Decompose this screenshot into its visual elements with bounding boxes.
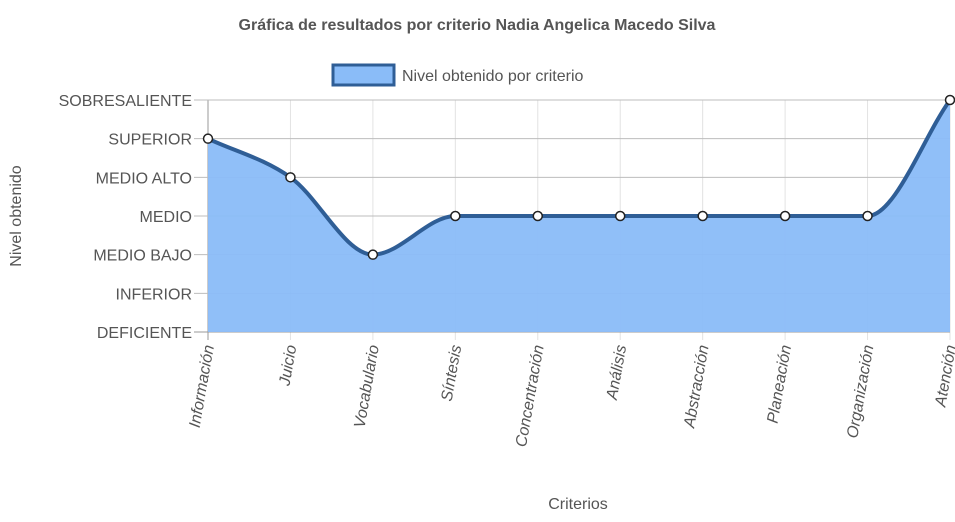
- x-tick-label: Abstracción: [681, 344, 712, 430]
- x-tick-label: Organización: [844, 344, 877, 440]
- y-axis-label: Nivel obtenido: [8, 165, 25, 267]
- x-tick-label: Planeación: [765, 344, 796, 425]
- data-point[interactable]: [944, 94, 955, 106]
- area-layer: [207, 98, 952, 332]
- x-axis-ticks: Información Juicio Vocabulario Síntesis Conc…: [187, 344, 955, 449]
- y-tick-label: MEDIO ALTO: [96, 170, 192, 187]
- legend-label[interactable]: Nivel obtenido por criterio: [402, 68, 584, 85]
- y-tick-label: MEDIO: [140, 209, 192, 226]
- y-tick-label: SOBRESALIENTE: [59, 93, 192, 110]
- data-point[interactable]: [614, 210, 626, 222]
- x-tick-label: Vocabulario: [352, 344, 383, 430]
- x-tick-label: Atención: [932, 344, 955, 409]
- y-tick-label: INFERIOR: [116, 286, 192, 303]
- data-point[interactable]: [779, 210, 791, 222]
- data-point[interactable]: [450, 210, 461, 222]
- legend-swatch[interactable]: [331, 63, 396, 87]
- x-tick-label: Síntesis: [439, 344, 466, 403]
- series-line: [207, 98, 952, 257]
- y-tick-label: SUPERIOR: [108, 132, 192, 149]
- data-point[interactable]: [202, 133, 214, 144]
- data-points: [202, 94, 955, 260]
- data-point[interactable]: [697, 210, 708, 222]
- y-axis-ticks: DEFICIENTE INFERIOR MEDIO BAJO MEDIO MEDIO A…: [59, 93, 192, 342]
- y-tick-label: MEDIO BAJO: [93, 248, 192, 265]
- x-tick-label: Juicio: [276, 344, 300, 388]
- x-tick-label: Análisis: [604, 344, 630, 402]
- data-point[interactable]: [367, 249, 379, 260]
- x-axis-label: Criterios: [548, 496, 608, 513]
- x-tick-label: Concentración: [513, 344, 548, 449]
- x-tick-label: Información: [187, 344, 218, 429]
- data-point[interactable]: [285, 172, 296, 183]
- y-tick-label: DEFICIENTE: [97, 325, 192, 342]
- data-point[interactable]: [532, 210, 544, 222]
- legend[interactable]: Nivel obtenido por criterio: [331, 63, 584, 87]
- data-point[interactable]: [862, 210, 873, 222]
- chart-title: Gráfica de resultados por criterio Nadia…: [239, 17, 716, 34]
